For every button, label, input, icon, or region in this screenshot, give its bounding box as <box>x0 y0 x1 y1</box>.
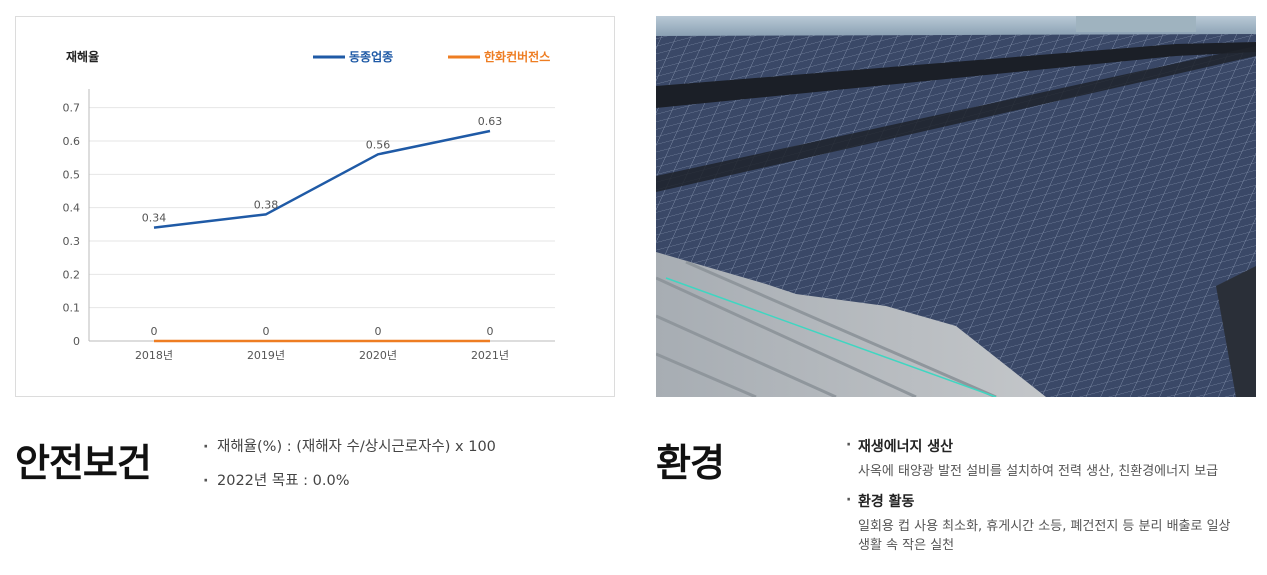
y-tick-label: 0.1 <box>63 302 81 315</box>
environment-item-heading: 환경 활동 <box>858 494 915 510</box>
data-label: 0 <box>375 325 382 338</box>
solar-panel-rooftop-photo <box>656 16 1256 397</box>
environment-list: 재생에너지 생산 사옥에 태양광 발전 설비를 설치하여 전력 생산, 친환경에… <box>846 437 1256 566</box>
data-label: 0.38 <box>254 198 279 211</box>
legend-label: 한화컨버전스 <box>484 49 550 64</box>
chart-legend: 동종업종 한화컨버전스 <box>313 49 550 64</box>
safety-bullet: 2022년 목표 : 0.0% <box>203 471 496 491</box>
data-label: 0.63 <box>478 115 503 128</box>
y-tick-label: 0 <box>73 335 80 348</box>
data-label: 0 <box>487 325 494 338</box>
y-tick-label: 0.5 <box>63 168 81 181</box>
data-label: 0.34 <box>142 212 167 225</box>
x-tick-label: 2019년 <box>247 349 285 362</box>
safety-title: 안전보건 <box>15 441 152 485</box>
accident-rate-chart: 재해율 동종업종 한화컨버전스 0 0.1 0.2 0.3 0.4 0.5 0.6 0.7 201… <box>15 16 615 397</box>
environment-item-description: 사옥에 태양광 발전 설비를 설치하여 전력 생산, 친환경에너지 보급 <box>858 464 1219 479</box>
y-tick-label: 0.2 <box>63 268 81 281</box>
data-label: 0 <box>151 325 158 338</box>
data-label: 0.56 <box>366 138 391 151</box>
y-tick-label: 0.4 <box>63 202 81 215</box>
safety-bullets: 재해율(%) : (재해자 수/상시근로자수) x 100 2022년 목표 :… <box>203 437 496 491</box>
series-line <box>153 129 491 229</box>
y-tick-label: 0.7 <box>63 102 81 115</box>
y-tick-label: 0.6 <box>63 135 81 148</box>
environment-item-description: 일회용 컵 사용 최소화, 휴게시간 소등, 폐건전지 등 분리 배출로 일상생… <box>858 519 1231 553</box>
legend-label: 동종업종 <box>349 50 393 64</box>
y-tick-label: 0.3 <box>63 235 81 248</box>
x-tick-label: 2020년 <box>359 349 397 362</box>
environment-item: 환경 활동 일회용 컵 사용 최소화, 휴게시간 소등, 폐건전지 등 분리 배… <box>846 492 1256 555</box>
line-chart: 재해율 동종업종 한화컨버전스 0 0.1 0.2 0.3 0.4 0.5 0.6 0.7 201… <box>63 49 555 362</box>
solar-panel-photo <box>656 16 1256 397</box>
environment-item-heading: 재생에너지 생산 <box>858 439 954 455</box>
x-tick-label: 2021년 <box>471 349 509 362</box>
safety-bullet: 재해율(%) : (재해자 수/상시근로자수) x 100 <box>203 437 496 457</box>
chart-title: 재해율 <box>66 50 99 64</box>
x-tick-label: 2018년 <box>135 349 173 362</box>
data-label: 0 <box>263 325 270 338</box>
environment-title: 환경 <box>656 441 725 485</box>
environment-item: 재생에너지 생산 사옥에 태양광 발전 설비를 설치하여 전력 생산, 친환경에… <box>846 437 1256 481</box>
